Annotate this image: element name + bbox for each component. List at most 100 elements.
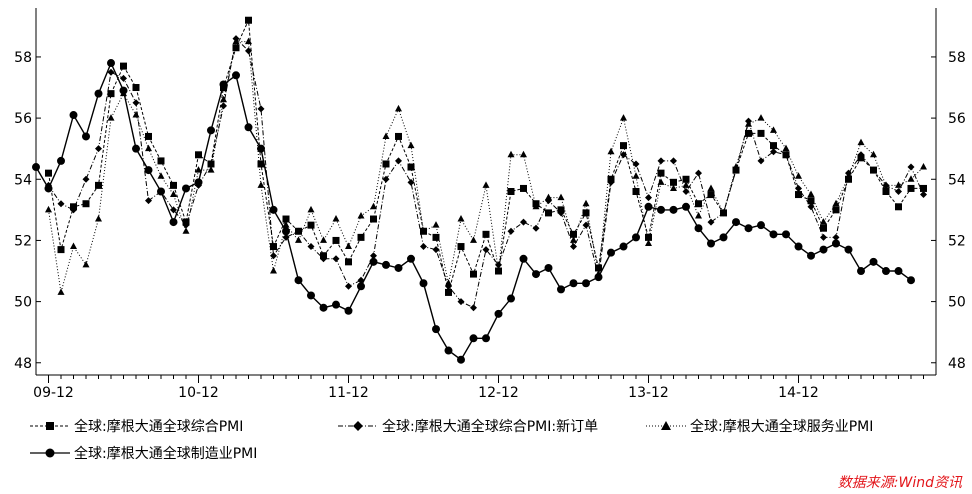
data-point-diamond xyxy=(620,151,627,159)
data-point-triangle xyxy=(620,114,627,121)
data-point-circle xyxy=(44,184,53,193)
data-point-circle xyxy=(219,80,228,89)
data-point-circle xyxy=(644,202,653,211)
data-point-circle xyxy=(469,334,478,343)
data-point-triangle xyxy=(645,239,652,246)
data-point-diamond xyxy=(895,188,902,195)
data-point-circle xyxy=(744,224,753,233)
data-point-circle xyxy=(782,230,790,239)
data-point-diamond xyxy=(807,203,815,211)
data-point-circle xyxy=(857,267,865,276)
data-point-circle xyxy=(707,239,715,248)
data-point-triangle xyxy=(870,150,877,158)
data-point-diamond xyxy=(507,227,515,235)
data-point-diamond xyxy=(670,157,677,165)
data-point-circle xyxy=(244,123,253,132)
data-point-diamond xyxy=(820,233,827,241)
data-point-triangle xyxy=(220,95,227,103)
data-point-triangle xyxy=(807,190,815,198)
data-point-triangle xyxy=(157,172,165,179)
data-point-square xyxy=(895,203,902,211)
data-point-square xyxy=(95,181,102,189)
data-point-square xyxy=(920,184,927,192)
data-point-triangle xyxy=(382,132,390,139)
data-point-square xyxy=(270,243,277,251)
y-tick-label-right: 50 xyxy=(948,295,966,311)
data-point-diamond xyxy=(870,166,877,174)
series-3 xyxy=(32,59,915,364)
data-point-circle xyxy=(407,254,415,263)
data-point-square xyxy=(645,233,652,241)
data-point-diamond xyxy=(607,178,615,186)
data-point-circle xyxy=(819,245,828,254)
data-point-diamond xyxy=(557,209,565,217)
series-line xyxy=(48,41,924,293)
data-point-triangle xyxy=(795,172,802,179)
data-point-circle xyxy=(257,144,265,153)
data-point-triangle xyxy=(682,181,690,188)
data-point-diamond xyxy=(257,105,265,113)
data-point-triangle xyxy=(570,236,577,243)
data-point-triangle xyxy=(57,288,65,295)
data-point-diamond xyxy=(857,151,865,159)
data-point-square xyxy=(407,163,415,171)
data-point-diamond xyxy=(320,255,327,263)
data-point-triangle xyxy=(482,181,490,188)
data-point-triangle xyxy=(445,279,452,286)
data-point-square xyxy=(745,129,752,137)
data-point-circle xyxy=(632,233,640,242)
data-point-diamond xyxy=(695,169,702,177)
data-point-triangle xyxy=(370,202,377,210)
data-point-triangle xyxy=(170,190,177,198)
data-point-diamond xyxy=(332,255,340,263)
data-point-square xyxy=(795,191,802,199)
x-tick-label: 13-12 xyxy=(628,385,669,401)
data-point-circle xyxy=(182,184,190,193)
y-tick-label-left: 54 xyxy=(14,172,32,188)
data-point-square xyxy=(482,230,490,238)
data-point-square xyxy=(757,129,765,137)
series-1 xyxy=(45,35,927,312)
data-point-diamond xyxy=(145,197,152,205)
chart-ticks: 48 48 50 50 52 52 54 54 56 56 58 58 09-12 10-12 11-12 1… xyxy=(14,50,966,401)
data-point-circle xyxy=(94,89,103,98)
data-point-circle xyxy=(594,273,603,282)
data-point-diamond xyxy=(520,218,527,226)
data-point-circle xyxy=(794,242,803,251)
data-point-square xyxy=(545,209,552,217)
chart-series xyxy=(32,16,927,364)
data-point-square xyxy=(432,233,440,241)
y-tick-label-right: 58 xyxy=(948,50,966,66)
chart-axes xyxy=(35,8,937,383)
data-point-triangle xyxy=(470,236,477,243)
data-point-circle xyxy=(269,205,278,214)
data-point-diamond xyxy=(495,261,502,269)
data-point-circle xyxy=(607,248,615,257)
data-point-diamond xyxy=(432,246,440,254)
data-point-diamond xyxy=(82,175,90,183)
data-point-circle xyxy=(32,163,40,172)
data-point-circle xyxy=(482,334,490,343)
data-point-square xyxy=(470,270,477,278)
data-point-square xyxy=(195,151,202,159)
data-point-circle xyxy=(369,257,378,266)
data-point-circle xyxy=(532,270,540,279)
data-point-diamond xyxy=(582,221,590,229)
data-point-triangle xyxy=(545,193,552,201)
data-point-triangle xyxy=(282,221,290,228)
data-point-triangle xyxy=(207,166,215,173)
data-point-square xyxy=(120,62,127,70)
data-point-triangle xyxy=(82,260,90,268)
series-line xyxy=(48,18,924,293)
series-2 xyxy=(45,37,927,295)
data-source-note: 数据来源:Wind资讯 xyxy=(837,475,962,491)
data-point-triangle xyxy=(420,227,427,234)
data-point-square xyxy=(807,197,815,205)
data-point-triangle xyxy=(707,184,715,191)
data-point-circle xyxy=(832,239,840,248)
data-point-square xyxy=(682,175,690,183)
x-tick-label: 14-12 xyxy=(778,385,819,401)
data-point-circle xyxy=(394,263,403,272)
data-point-square xyxy=(107,90,115,98)
data-point-square xyxy=(382,160,390,168)
